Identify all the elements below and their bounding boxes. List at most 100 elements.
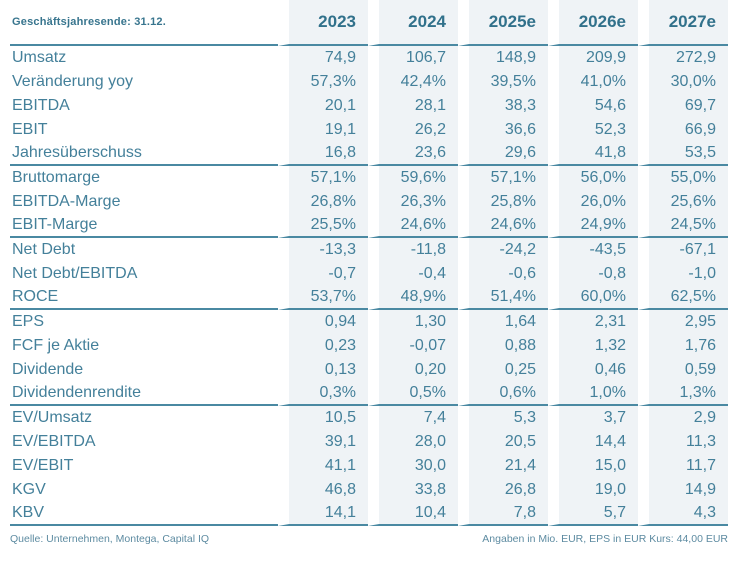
row-label: Dividende (12, 361, 84, 378)
cell-value: 14,9 (638, 478, 728, 502)
cell-value: 69,7 (638, 94, 728, 118)
cell-value: -0,6 (458, 262, 548, 286)
cell-value: 5,7 (548, 502, 638, 526)
cell-value: 30,0% (638, 70, 728, 94)
cell-value: 41,8 (548, 142, 638, 166)
row-label: EBIT (12, 121, 48, 138)
table-row-kgv: KGV 46,8 33,8 26,8 19,0 14,9 (10, 478, 728, 502)
cell-value: 20,5 (458, 430, 548, 454)
row-label: Veränderung yoy (12, 73, 133, 90)
column-header-2025e: 2025e (458, 0, 548, 46)
cell-value: 56,0% (548, 166, 638, 190)
cell-value: 41,1 (278, 454, 368, 478)
row-label: EV/Umsatz (12, 409, 93, 426)
row-label: FCF je Aktie (12, 337, 100, 354)
cell-value: 28,1 (368, 94, 458, 118)
cell-value: 36,6 (458, 118, 548, 142)
cell-value: 1,30 (368, 310, 458, 334)
cell-value: 2,9 (638, 406, 728, 430)
cell-value: -13,3 (278, 238, 368, 262)
row-label: Net Debt/EBITDA (12, 265, 138, 282)
cell-value: 26,3% (368, 190, 458, 214)
row-label: EV/EBIT (12, 457, 74, 474)
cell-value: 38,3 (458, 94, 548, 118)
table-row-net-debt-ebitda: Net Debt/EBITDA -0,7 -0,4 -0,6 -0,8 -1,0 (10, 262, 728, 286)
cell-value: 20,1 (278, 94, 368, 118)
cell-value: 28,0 (368, 430, 458, 454)
table-row-ev-ebitda: EV/EBITDA 39,1 28,0 20,5 14,4 11,3 (10, 430, 728, 454)
table-row-umsatz: Umsatz 74,9 106,7 148,9 209,9 272,9 (10, 46, 728, 70)
cell-value: -11,8 (368, 238, 458, 262)
cell-value: 57,1% (458, 166, 548, 190)
table-row-veraenderung-yoy: Veränderung yoy 57,3% 42,4% 39,5% 41,0% … (10, 70, 728, 94)
cell-value: 1,3% (638, 382, 728, 406)
cell-value: 24,9% (548, 214, 638, 238)
table-row-dividendenrendite: Dividendenrendite 0,3% 0,5% 0,6% 1,0% 1,… (10, 382, 728, 406)
cell-value: 0,94 (278, 310, 368, 334)
cell-value: 10,4 (368, 502, 458, 526)
cell-value: 74,9 (278, 46, 368, 70)
cell-value: 23,6 (368, 142, 458, 166)
cell-value: 24,6% (368, 214, 458, 238)
cell-value: 25,8% (458, 190, 548, 214)
cell-value: 62,5% (638, 286, 728, 310)
cell-value: 48,9% (368, 286, 458, 310)
cell-value: 10,5 (278, 406, 368, 430)
cell-value: 55,0% (638, 166, 728, 190)
cell-value: 52,3 (548, 118, 638, 142)
cell-value: 53,7% (278, 286, 368, 310)
cell-value: 30,0 (368, 454, 458, 478)
cell-value: 0,5% (368, 382, 458, 406)
cell-value: 41,0% (548, 70, 638, 94)
cell-value: 53,5 (638, 142, 728, 166)
cell-value: 26,2 (368, 118, 458, 142)
cell-value: 2,95 (638, 310, 728, 334)
cell-value: 15,0 (548, 454, 638, 478)
cell-value: 0,88 (458, 334, 548, 358)
cell-value: -67,1 (638, 238, 728, 262)
table-row-fcf-je-aktie: FCF je Aktie 0,23 -0,07 0,88 1,32 1,76 (10, 334, 728, 358)
cell-value: 209,9 (548, 46, 638, 70)
cell-value: 26,8% (278, 190, 368, 214)
row-label: ROCE (10, 286, 278, 310)
cell-value: 1,32 (548, 334, 638, 358)
cell-value: 0,13 (278, 358, 368, 382)
cell-value: 11,7 (638, 454, 728, 478)
row-label: EV/EBITDA (12, 433, 96, 450)
row-label: KGV (12, 481, 46, 498)
cell-value: 26,8 (458, 478, 548, 502)
row-label: EPS (12, 313, 45, 330)
cell-value: 0,46 (548, 358, 638, 382)
cell-value: 24,5% (638, 214, 728, 238)
cell-value: -43,5 (548, 238, 638, 262)
cell-value: 0,20 (368, 358, 458, 382)
cell-value: 1,0% (548, 382, 638, 406)
cell-value: 46,8 (278, 478, 368, 502)
cell-value: 42,4% (368, 70, 458, 94)
row-label: Net Debt (12, 241, 76, 258)
table-row-ebit: EBIT 19,1 26,2 36,6 52,3 66,9 (10, 118, 728, 142)
cell-value: 59,6% (368, 166, 458, 190)
cell-value: 7,4 (368, 406, 458, 430)
cell-value: 33,8 (368, 478, 458, 502)
row-label: EBIT-Marge (10, 214, 278, 238)
column-header-2027e: 2027e (638, 0, 728, 46)
table-row-ev-umsatz: EV/Umsatz 10,5 7,4 5,3 3,7 2,9 (10, 406, 728, 430)
cell-value: 7,8 (458, 502, 548, 526)
cell-value: 66,9 (638, 118, 728, 142)
cell-value: 14,1 (278, 502, 368, 526)
row-label: Umsatz (12, 49, 67, 66)
row-label: EBITDA-Marge (12, 193, 121, 210)
cell-value: 5,3 (458, 406, 548, 430)
cell-value: 0,3% (278, 382, 368, 406)
cell-value: -0,4 (368, 262, 458, 286)
column-header-2023: 2023 (278, 0, 368, 46)
cell-value: 54,6 (548, 94, 638, 118)
units-note: Angaben in Mio. EUR, EPS in EUR Kurs: 44… (482, 533, 728, 545)
cell-value: 25,5% (278, 214, 368, 238)
table-row-roce: ROCE 53,7% 48,9% 51,4% 60,0% 62,5% (10, 286, 728, 310)
cell-value: 39,5% (458, 70, 548, 94)
table-header-row: Geschäftsjahresende: 31.12. 2023 2024 20… (10, 0, 728, 46)
cell-value: 25,6% (638, 190, 728, 214)
table-row-ev-ebit: EV/EBIT 41,1 30,0 21,4 15,0 11,7 (10, 454, 728, 478)
